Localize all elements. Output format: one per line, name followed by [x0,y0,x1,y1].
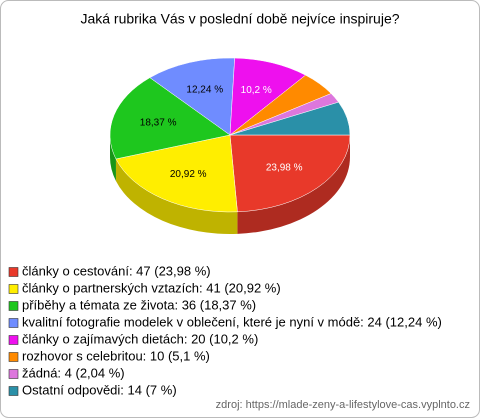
legend-swatch [8,369,19,379]
legend-label: kvalitní fotografie modelek v oblečení, … [22,314,442,329]
slice-side [237,135,350,234]
legend-swatch [8,301,19,311]
legend-label: žádná: 4 (2,04 %) [22,365,125,380]
legend-label: články o cestování: 47 (23,98 %) [22,263,211,278]
data-label: 18,37 % [140,117,177,128]
data-label: 23,98 % [266,162,303,173]
legend-label: články o zajímavých dietách: 20 (10,2 %) [22,331,258,346]
data-label: 20,92 % [170,169,207,180]
legend-swatch [8,386,19,396]
legend-swatch [8,335,19,345]
legend-label: rozhovor s celebritou: 10 (5,1 %) [22,348,210,363]
data-label: 12,24 % [186,85,223,96]
slice [109,77,231,160]
slice-side [110,135,116,181]
slice-side [115,158,238,234]
legend-swatch [8,318,19,328]
slice [149,57,235,136]
legend-swatch [8,267,19,277]
legend-label: články o partnerských vztazích: 41 (20,9… [22,280,281,295]
source: zdroj: https://mlade-zeny-a-lifestylove-… [216,399,470,411]
slice [229,57,307,136]
chart-title: Jaká rubrika Vás v poslední době nejvíce… [80,11,399,27]
slice [229,134,351,213]
legend-label: příběhy a témata ze života: 36 (18,37 %) [22,297,256,312]
slice [115,134,238,213]
data-label: 10,2 % [241,85,272,96]
legend-swatch [8,352,19,362]
legend-swatch [8,284,19,294]
slice [229,101,351,136]
legend-label: Ostatní odpovědi: 14 (7 %) [22,382,177,397]
